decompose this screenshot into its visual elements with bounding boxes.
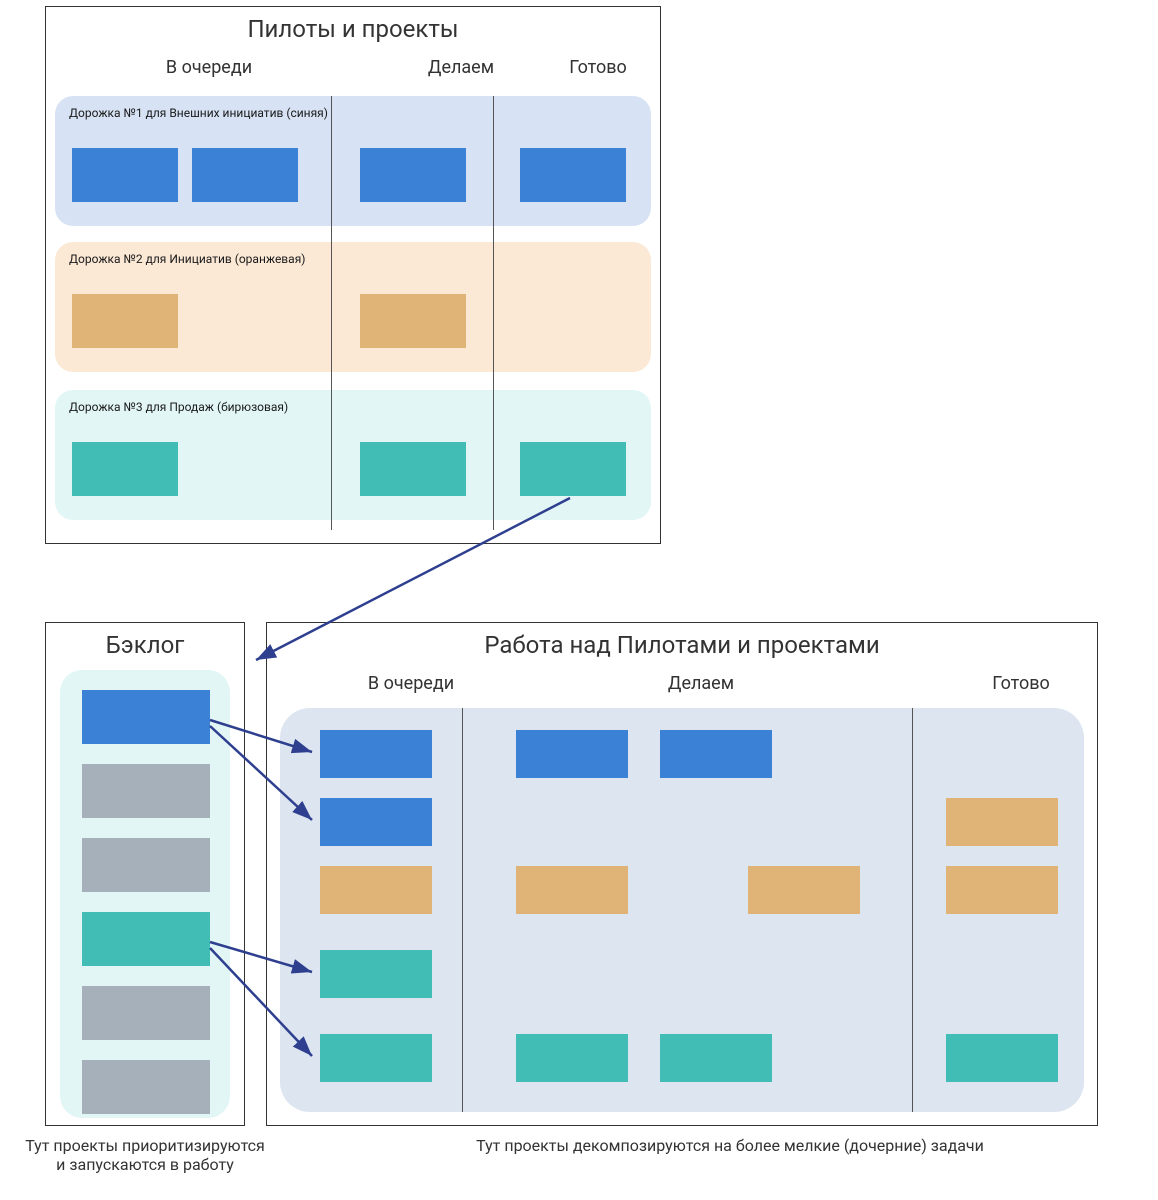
- work-card-11: [946, 798, 1058, 846]
- backlog-card-0: [82, 690, 210, 744]
- top-card-0-1: [192, 148, 298, 202]
- top-card-2-0: [72, 442, 178, 496]
- work-card-7: [516, 866, 628, 914]
- top-card-0-3: [520, 148, 626, 202]
- backlog-caption: Тут проекты приоритизируютсяи запускаютс…: [0, 1136, 290, 1174]
- work-divider-1: [912, 708, 913, 1112]
- work-col-header-1: Делаем: [631, 673, 771, 694]
- top-card-0-2: [360, 148, 466, 202]
- top-col-header-0: В очереди: [119, 57, 299, 78]
- backlog-card-1: [82, 764, 210, 818]
- top-card-1-0: [72, 294, 178, 348]
- top-card-0-0: [72, 148, 178, 202]
- top-divider-0: [331, 96, 332, 530]
- backlog-card-5: [82, 1060, 210, 1114]
- backlog-card-3: [82, 912, 210, 966]
- top-col-header-1: Делаем: [401, 57, 521, 78]
- backlog-card-4: [82, 986, 210, 1040]
- swimlane-label-0: Дорожка №1 для Внешних инициатив (синяя): [69, 106, 328, 120]
- top-card-1-1: [360, 294, 466, 348]
- work-card-8: [748, 866, 860, 914]
- work-divider-0: [462, 708, 463, 1112]
- backlog-panel-title: Бэклог: [46, 623, 244, 659]
- work-card-12: [946, 866, 1058, 914]
- work-col-header-0: В очереди: [341, 673, 481, 694]
- work-card-4: [320, 1034, 432, 1082]
- arrow-0: [256, 498, 570, 660]
- work-panel-title: Работа над Пилотами и проектами: [267, 623, 1097, 659]
- work-card-2: [320, 866, 432, 914]
- work-card-5: [516, 730, 628, 778]
- work-card-1: [320, 798, 432, 846]
- top-panel-title: Пилоты и проекты: [46, 7, 660, 43]
- top-card-2-2: [520, 442, 626, 496]
- swimlane-label-2: Дорожка №3 для Продаж (бирюзовая): [69, 400, 288, 414]
- work-card-6: [660, 730, 772, 778]
- work-card-3: [320, 950, 432, 998]
- backlog-card-2: [82, 838, 210, 892]
- work-card-0: [320, 730, 432, 778]
- work-card-10: [660, 1034, 772, 1082]
- work-caption: Тут проекты декомпозируются на более мел…: [400, 1136, 1060, 1155]
- top-col-header-2: Готово: [543, 57, 653, 78]
- top-divider-1: [493, 96, 494, 530]
- work-card-13: [946, 1034, 1058, 1082]
- work-card-9: [516, 1034, 628, 1082]
- top-card-2-1: [360, 442, 466, 496]
- work-col-header-2: Готово: [961, 673, 1081, 694]
- swimlane-label-1: Дорожка №2 для Инициатив (оранжевая): [69, 252, 305, 266]
